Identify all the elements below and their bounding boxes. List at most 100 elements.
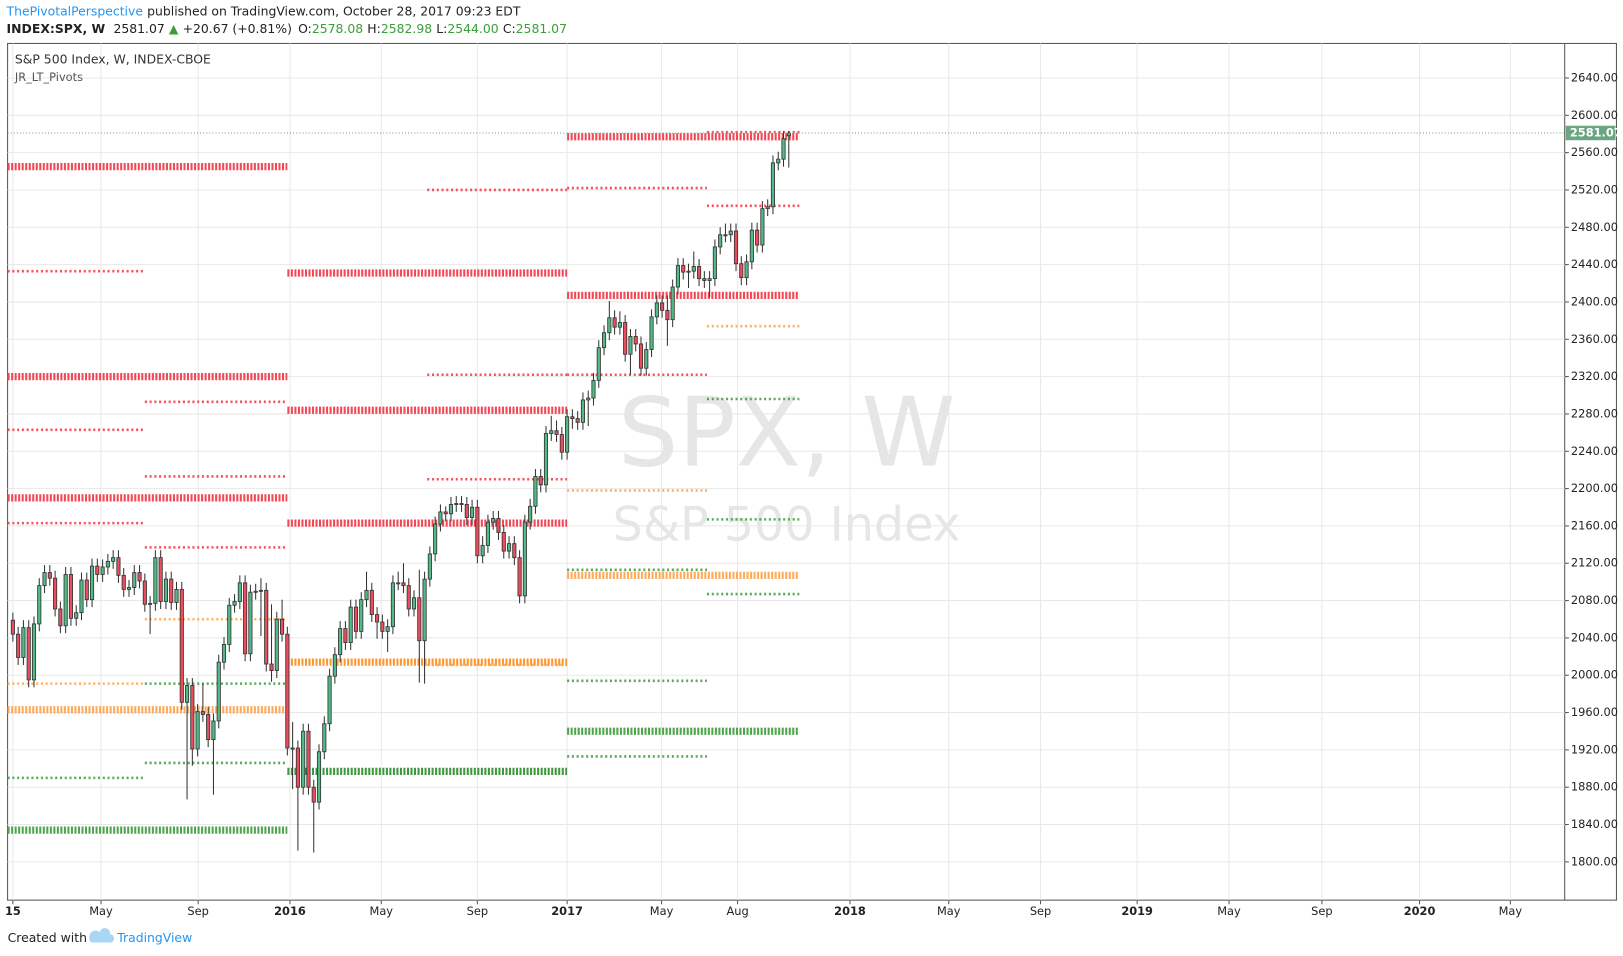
candle-body [464,504,469,518]
footer-brand[interactable]: TradingView [116,930,192,945]
ohlc-value: 2582.98 [381,20,432,35]
candle-body [406,585,411,610]
candle-body [702,278,707,281]
candle-body [675,265,680,288]
candle-body [612,317,617,328]
candle-body [654,302,659,318]
candle-body [132,572,137,588]
last-price-tag [1565,125,1616,141]
candle-body [554,430,559,435]
x-tick-label: May [1499,904,1523,918]
candle-body [575,418,580,423]
candle-body [163,578,168,602]
candle-body [517,557,522,597]
ohlc-value: 2544.00 [447,20,498,35]
candle-body [306,730,311,788]
author[interactable]: ThePivotalPerspective [6,3,143,18]
y-tick-label: 2320.00 [1571,369,1618,383]
header-line: ThePivotalPerspective published on Tradin… [6,3,521,18]
candles [10,131,791,853]
candle-body [496,518,501,533]
candle-body [591,379,596,399]
candle-body [53,577,58,610]
candle-body [95,565,100,575]
candle-body [211,720,216,741]
candle-body [348,606,353,643]
candle-body [617,322,622,328]
y-tick-label: 2560.00 [1571,145,1618,159]
candle-body [58,608,63,627]
ohlc-value: 2578.08 [312,20,363,35]
x-tick-label: 2017 [551,904,583,918]
candle-body [369,589,374,615]
candle-body [26,627,31,681]
candle-body [596,347,601,381]
ohlc-label: O: [298,20,312,35]
candle-body [411,597,417,610]
x-tick-label: 15 [5,904,21,918]
candle-body [427,553,432,580]
candle-body [343,628,348,643]
candle-body [89,565,95,601]
x-tick-label: Sep [1311,904,1332,918]
y-tick-label: 2160.00 [1571,518,1618,532]
candle-body [749,229,754,263]
x-tick-label: 2020 [1404,904,1436,918]
candle-body [100,566,105,575]
candle-body [237,582,242,602]
candle-body [570,416,575,420]
candle-body [433,523,438,555]
y-tick-label: 1920.00 [1571,742,1618,756]
candle-body [195,711,200,750]
candle-body [375,614,380,623]
candle-body [158,557,163,602]
candle-body [786,132,791,137]
candle-body [216,661,221,722]
tradingview-logo[interactable] [89,927,115,943]
candle-body [733,230,739,265]
candle-body [380,621,385,632]
candle-body [16,633,21,658]
x-tick-label: 2019 [1121,904,1153,918]
candle-body [359,599,364,632]
candle-body [190,685,195,750]
candle-body [633,336,638,345]
candle-body [10,619,15,635]
candle-body [438,511,443,525]
candle-body [480,545,485,557]
candle-body [549,430,554,434]
candle-body [501,532,506,552]
axes: 1800.00 1840.00 1880.00 1920.00 1960.00 2000.… [5,70,1622,918]
x-tick-label: 2016 [274,904,306,918]
x-tick-label: Aug [726,904,748,918]
candle-body [396,582,401,585]
candle-body [660,302,665,311]
candle-body [565,416,570,453]
price: 2581.07 [113,20,164,35]
candle-body [253,590,258,593]
candle-body [42,572,47,587]
y-tick-label: 2360.00 [1571,332,1618,346]
y-tick-label: 2120.00 [1571,556,1618,570]
candle-body [781,138,786,160]
candle-body [185,685,190,703]
y-tick-label: 1840.00 [1571,817,1618,831]
grid [7,43,1565,901]
candle-body [105,560,110,568]
candle-body [443,511,448,515]
candle-body [200,711,205,715]
candle-body [470,506,475,518]
candle-body [728,230,733,236]
candle-body [206,714,211,741]
candle-body [79,579,84,614]
candle-body [322,723,327,753]
candle-body [338,628,343,656]
candle-body [274,618,279,671]
candle-body [353,606,359,632]
candle-body [280,618,285,635]
candle-body [448,504,454,515]
candle-body [126,587,132,590]
candle-body [628,336,633,355]
candle-body [776,158,781,164]
